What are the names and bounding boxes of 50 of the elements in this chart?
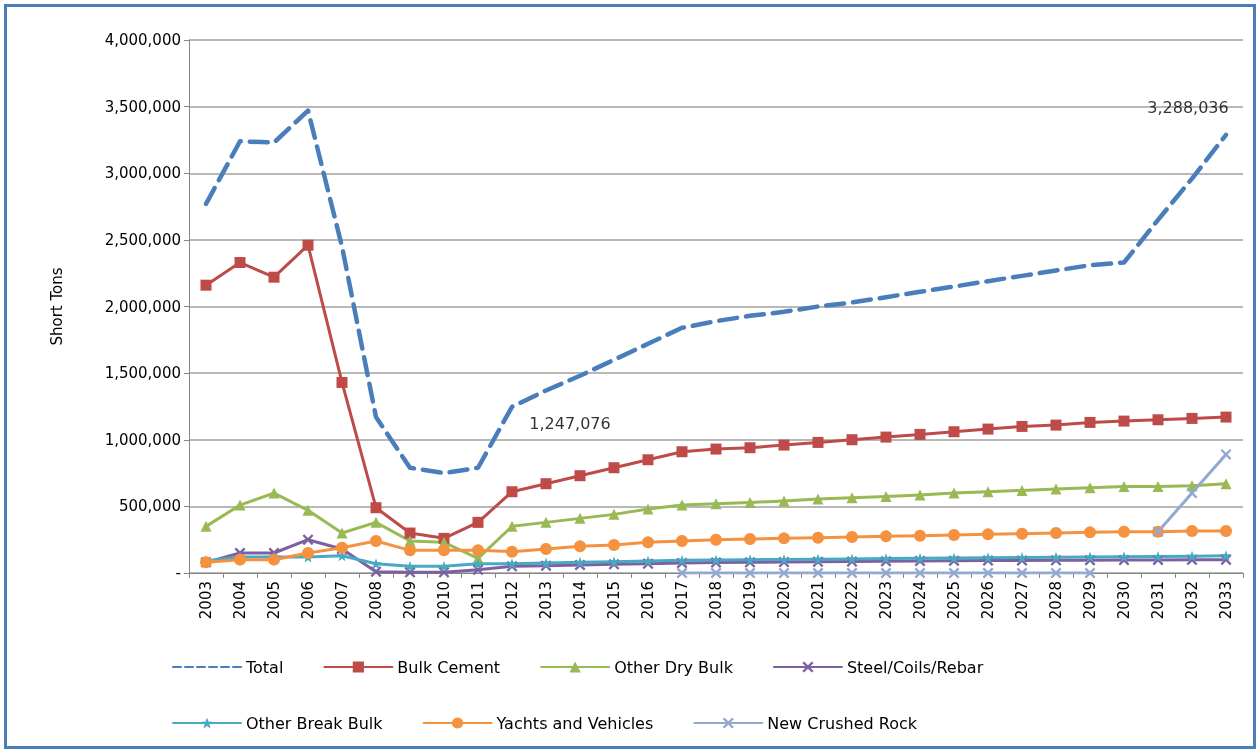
x-tick-label: 2008 [367, 581, 385, 620]
annotation: 1,247,076 [529, 414, 611, 434]
x-tick-label: 2033 [1217, 581, 1235, 620]
x-tick-label: 2016 [639, 581, 657, 620]
annotation: 3,288,036 [1147, 98, 1229, 118]
x-tick-label: 2009 [401, 581, 419, 620]
x-tick-label: 2006 [299, 581, 317, 620]
legend-label: Other Break Bulk [246, 713, 384, 733]
x-tick-label: 2029 [1081, 581, 1099, 620]
x-tick-label: 2020 [775, 581, 793, 620]
legend-label: New Crushed Rock [767, 713, 918, 733]
y-tick-label: 3,500,000 [104, 97, 181, 116]
y-tick-label: 500,000 [118, 497, 181, 516]
y-tick-label: 3,000,000 [104, 164, 181, 183]
x-tick-label: 2021 [809, 581, 827, 620]
x-tick-label: 2030 [1115, 581, 1133, 620]
x-tick-label: 2011 [469, 581, 487, 620]
y-tick-label: 2,500,000 [104, 230, 181, 249]
y-tick-label: 2,000,000 [104, 297, 181, 316]
y-tick-label: - [175, 564, 181, 582]
legend-label: Steel/Coils/Rebar [846, 657, 984, 677]
x-tick-label: 2026 [979, 581, 997, 620]
x-tick-label: 2022 [843, 581, 861, 620]
y-axis-title: Short Tons [47, 267, 66, 346]
x-tick-label: 2004 [231, 581, 249, 620]
legend-label: Other Dry Bulk [614, 657, 734, 677]
x-tick-label: 2018 [707, 581, 725, 620]
x-tick-label: 2013 [537, 581, 555, 620]
x-tick-label: 2012 [503, 581, 521, 620]
x-tick-label: 2031 [1149, 581, 1167, 620]
legend-label: Bulk Cement [397, 657, 501, 677]
x-tick-label: 2023 [877, 581, 895, 620]
x-tick-label: 2024 [911, 581, 929, 620]
x-tick-label: 2017 [673, 581, 691, 620]
x-tick-label: 2003 [197, 581, 215, 620]
x-tick-label: 2019 [741, 581, 759, 620]
x-tick-label: 2007 [333, 581, 351, 620]
x-tick-label: 2015 [605, 581, 623, 620]
legend-label: Total [245, 657, 284, 677]
x-tick-label: 2032 [1183, 581, 1201, 620]
x-tick-label: 2014 [571, 581, 589, 620]
x-tick-label: 2010 [435, 581, 453, 620]
x-tick-label: 2005 [265, 581, 283, 620]
x-tick-label: 2027 [1013, 581, 1031, 620]
y-tick-label: 1,000,000 [104, 430, 181, 449]
x-tick-label: 2025 [945, 581, 963, 620]
y-tick-label: 4,000,000 [104, 31, 181, 49]
y-tick-label: 1,500,000 [104, 364, 181, 383]
legend-label: Yachts and Vehicles [495, 713, 654, 733]
x-tick-label: 2028 [1047, 581, 1065, 620]
